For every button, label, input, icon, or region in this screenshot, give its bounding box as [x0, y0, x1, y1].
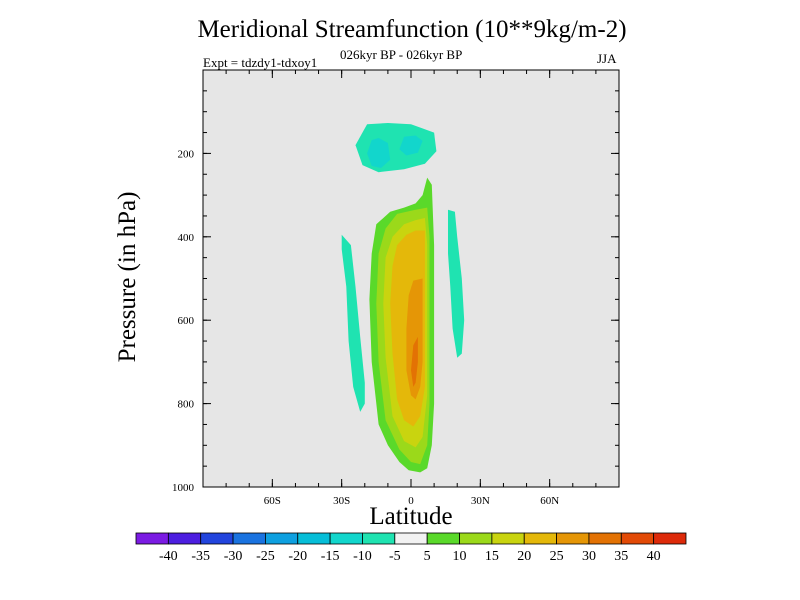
- colorbar-swatch: [426, 532, 460, 545]
- colorbar-label: 10: [453, 549, 467, 564]
- colorbar-swatch: [232, 532, 266, 545]
- y-tick-label: 600: [178, 315, 195, 327]
- x-tick-label: 0: [408, 495, 414, 507]
- contour-region-2: [399, 135, 423, 156]
- x-tick-label: 30N: [471, 495, 490, 507]
- contour-region-1: [367, 138, 391, 168]
- colorbar-label: -10: [353, 549, 372, 564]
- colorbar-swatch: [588, 532, 622, 545]
- axis-ticks: 60S 30S 0 30N 60N 200 400 600 800 1000: [172, 70, 619, 507]
- colorbar-swatch: [620, 532, 655, 545]
- colorbar-swatch: [556, 532, 590, 545]
- x-tick-label: 60N: [540, 495, 559, 507]
- colorbar-swatch: [167, 532, 202, 545]
- contour-layer: [341, 123, 465, 473]
- contour-region-3: [341, 234, 365, 412]
- colorbar-swatch: [135, 532, 169, 545]
- colorbar-label: -5: [389, 549, 401, 564]
- colorbar-label: -40: [159, 549, 178, 564]
- colorbar-swatch: [491, 532, 525, 545]
- colorbar-swatch: [297, 532, 331, 545]
- y-tick-label: 200: [178, 148, 195, 160]
- colorbar-label: -30: [224, 549, 243, 564]
- colorbar-label: -25: [256, 549, 275, 564]
- chart-subtitle: 026kyr BP - 026kyr BP: [340, 47, 463, 62]
- colorbar-label: -35: [191, 549, 210, 564]
- colorbar-swatch: [394, 532, 428, 545]
- colorbar-label: -15: [321, 549, 340, 564]
- x-tick-label: 60S: [264, 495, 281, 507]
- y-tick-label: 800: [178, 399, 195, 411]
- colorbar-swatch: [459, 532, 493, 545]
- experiment-label: Expt = tdzdy1-tdxoy1: [203, 55, 318, 70]
- colorbar-label: 25: [550, 549, 564, 564]
- season-label: JJA: [597, 51, 617, 66]
- y-tick-label: 1000: [172, 482, 195, 494]
- y-tick-label: 400: [178, 232, 195, 244]
- colorbar-label: 20: [517, 549, 531, 564]
- colorbar-label: -20: [288, 549, 307, 564]
- contour-region-10: [411, 336, 418, 387]
- plot-frame: [202, 69, 620, 488]
- colorbar-label: 5: [424, 549, 431, 564]
- colorbar-label: 35: [614, 549, 628, 564]
- colorbar-label: 15: [485, 549, 499, 564]
- colorbar-swatch: [362, 532, 396, 545]
- contour-region-9: [406, 278, 423, 400]
- contour-region-4: [448, 209, 465, 358]
- colorbar-label: 30: [582, 549, 596, 564]
- x-axis-label: Latitude: [369, 503, 453, 530]
- colorbar: -40 -35 -30 -25 -20 -15 -10 -5 5 10 15 20 25 30 35 40: [135, 532, 687, 564]
- colorbar-swatch: [523, 532, 557, 545]
- x-tick-label: 30S: [333, 495, 350, 507]
- colorbar-swatch: [200, 532, 234, 545]
- colorbar-swatch: [329, 532, 363, 545]
- chart-title: Meridional Streamfunction (10**9kg/m-2): [197, 16, 627, 43]
- colorbar-label: 40: [647, 549, 661, 564]
- colorbar-swatch: [265, 532, 299, 545]
- colorbar-swatch: [653, 532, 687, 545]
